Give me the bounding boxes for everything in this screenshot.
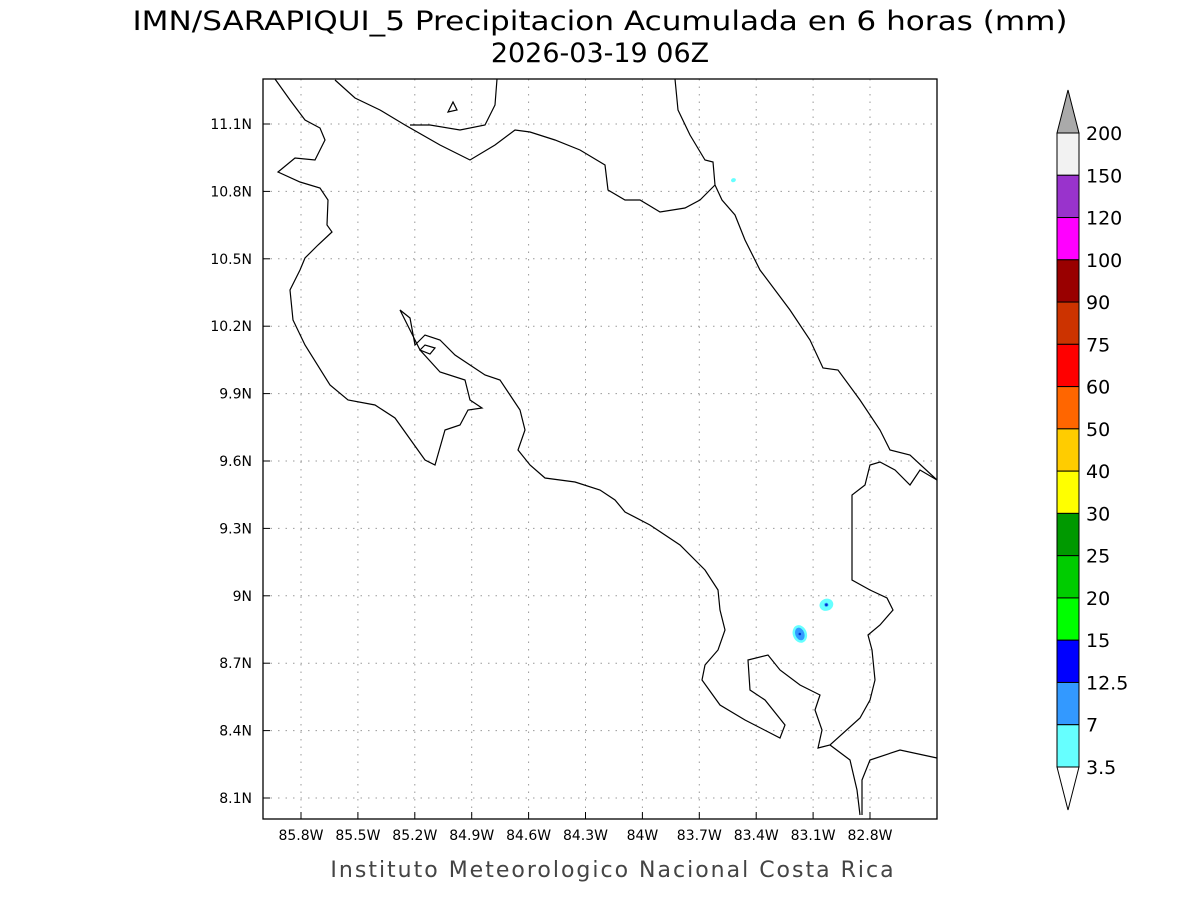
colorbar-segment [1056,343,1080,388]
colorbar-label: 150 [1086,165,1122,187]
precip-cell-3.5 [730,178,736,183]
title-line2: 2026-03-19 06Z [491,38,709,69]
precip-cell-core [825,603,828,607]
colorbar-label: 75 [1086,334,1110,356]
lon-tick-label: 85.8W [278,828,323,844]
lat-tick-label: 8.7N [219,656,252,672]
pacific-coast [274,78,938,749]
colorbar-label: 12.5 [1086,672,1128,694]
colorbar-under-triangle [1056,766,1080,811]
colorbar-label: 100 [1086,250,1122,272]
lat-tick-label: 10.5N [210,252,252,268]
colorbar-segment [1056,132,1080,176]
colorbar-segment [1056,386,1080,430]
colorbar-label: 3.5 [1086,757,1116,779]
lon-tick-label: 83.1W [791,828,836,844]
colorbar-segment [1056,301,1080,345]
colorbar-segment [1056,470,1080,514]
title-line1: IMN/SARAPIQUI_5 Precipitacion Acumulada … [133,6,1068,37]
colorbar-segment [1056,512,1080,557]
lat-tick-label: 9.6N [219,454,252,470]
lake-nicaragua-shore [410,78,498,131]
colorbar-label: 25 [1086,546,1110,568]
lat-tick-label: 11.1N [210,117,252,133]
colorbar-segment [1056,639,1080,683]
colorbar-label: 7 [1086,715,1098,737]
lat-tick-label: 9N [233,589,252,605]
colorbar-label: 90 [1086,292,1110,314]
colorbar-segment [1056,681,1080,726]
colorbar-segment [1056,597,1080,641]
island [446,100,458,113]
colorbar-segment [1056,428,1080,472]
colorbar-label: 50 [1086,419,1110,441]
lon-tick-label: 83.4W [734,828,779,844]
lat-tick-labels: 11.1N 10.8N 10.5N 10.2N 9.9N 9.6N 9.3N 9N 8.7N 8.… [210,117,252,807]
lon-tick-label: 84.6W [506,828,551,844]
lon-tick-labels: 85.8W 85.5W 85.2W 84.9W 84.6W 84.3W 84W 83.7W 83… [278,828,892,844]
colorbar-segment [1056,259,1080,303]
lat-tick-label: 8.4N [219,724,252,740]
colorbar-label: 20 [1086,588,1110,610]
colorbar-segment [1056,555,1080,599]
lat-tick-label: 9.3N [219,521,252,537]
colorbar-segment [1056,174,1080,219]
colorbar-label: 30 [1086,503,1110,525]
lon-tick-label: 85.5W [335,828,380,844]
colorbar-label: 60 [1086,377,1110,399]
lon-tick-label: 83.7W [677,828,722,844]
footer-credit: Instituto Meteorologico Nacional Costa R… [330,858,895,883]
caribbean-coast [674,78,938,481]
grid [263,79,937,819]
precipitation-field [730,178,834,643]
colorbar-segment [1056,217,1080,261]
panama-coast [861,749,938,815]
nicaragua-border [334,79,716,213]
colorbar-label: 15 [1086,630,1110,652]
lat-tick-label: 10.2N [210,319,252,335]
colorbar-label: 120 [1086,208,1122,230]
lon-tick-label: 82.8W [847,828,892,844]
lon-tick-label: 84.3W [563,828,608,844]
colorbar-label: 200 [1086,123,1122,145]
lon-tick-label: 84.9W [449,828,494,844]
lat-tick-label: 10.8N [210,184,252,200]
colorbar-label: 40 [1086,461,1110,483]
colorbar: 200 150 120 100 90 75 60 50 40 30 25 20 15 12.5 7 3.5 [1056,89,1128,811]
lat-tick-label: 8.1N [219,791,252,807]
precip-cell-core [798,632,802,636]
colorbar-segment [1056,724,1080,768]
lat-tick-label: 9.9N [219,387,252,403]
panama-border [829,744,861,816]
lon-tick-label: 85.2W [392,828,437,844]
map-frame [262,78,938,820]
coastline [274,78,938,816]
colorbar-over-triangle [1056,89,1080,134]
lon-tick-label: 84W [627,828,659,844]
island-2 [418,344,437,355]
